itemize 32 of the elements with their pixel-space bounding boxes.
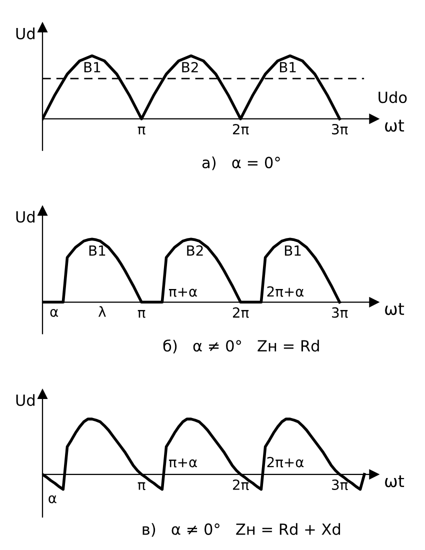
annotation: 2π+α [267,286,304,297]
annotation: B1 [280,62,296,72]
annotation: B2 [187,245,203,256]
ref-line-label: Udo [378,91,407,104]
x-axis-title: ωt [385,475,404,488]
text: α [48,495,56,504]
text: λ [98,306,106,317]
x-tick-label: 3π [332,480,348,490]
x-axis-title: ωt [385,120,404,132]
text: а) α = 0° [202,156,280,170]
annotation: B1 [284,245,301,256]
y-axis-title: Ud [16,394,34,406]
x-tick-label: 3π [332,124,348,135]
text: α [50,308,58,317]
x-tick-label: 2π [232,480,249,490]
annotation: B1 [89,245,106,256]
annotation: 2π+α [267,456,304,468]
text: в) α ≠ 0° Zн = Rd + Xd [142,523,340,537]
x-axis-title: ωt [385,303,404,316]
x-tick-label: π [138,310,146,318]
x-tick-label: 2π [232,307,249,318]
x-tick-label: π [138,482,146,490]
y-axis-title: Ud [16,28,34,40]
y-axis-title: Ud [16,210,34,223]
x-tick-label: 3π [332,307,348,318]
text: б) α ≠ 0° Zн = Rd [163,340,319,354]
annotation: B2 [182,62,198,72]
annotation: π+α [168,288,197,297]
x-tick-label: π [138,126,146,135]
annotation: B1 [84,62,100,72]
x-tick-label: 2π [232,124,249,135]
annotation: π+α [168,458,197,468]
